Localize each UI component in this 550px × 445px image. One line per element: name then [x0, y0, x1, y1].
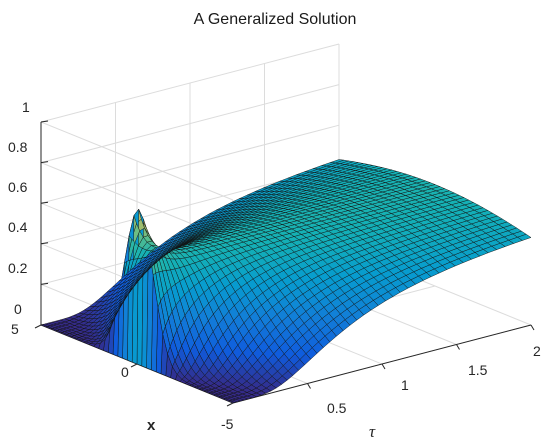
tau-tick-mark — [456, 344, 460, 350]
z-tick-mark — [40, 242, 49, 245]
y-tick-0: 0 — [121, 364, 129, 380]
z-tick-0.8: 0.8 — [8, 139, 28, 155]
x-tick-1.5: 1.5 — [468, 362, 488, 378]
z-tick-0: 0 — [14, 301, 22, 317]
surface-patch — [40, 324, 49, 328]
x-tick-mark — [130, 363, 138, 368]
z-tick-mark — [40, 282, 49, 285]
tau-tick-mark — [381, 363, 386, 370]
z-tick-0.2: 0.2 — [8, 260, 28, 276]
chart-title: A Generalized Solution — [194, 11, 357, 28]
z-tick-0.6: 0.6 — [8, 179, 28, 195]
y-tick-minus5: -5 — [221, 416, 234, 432]
x-tick-mark — [34, 324, 42, 329]
surface-mesh — [40, 159, 532, 404]
y-axis-label: x — [147, 417, 156, 434]
x-tick-1: 1 — [401, 377, 409, 393]
tick-labels: 0 0.2 0.4 0.6 0.8 1 5 0 -5 0.5 1 1.5 2 — [8, 99, 541, 432]
tau-tick-mark — [307, 383, 311, 389]
z-tick-0.4: 0.4 — [8, 219, 28, 235]
y-tick-5: 5 — [11, 321, 19, 337]
z-tick-mark — [40, 120, 49, 123]
x-tick-mark — [226, 402, 234, 407]
x-axis-label: τ — [369, 422, 376, 441]
x-tick-0.5: 0.5 — [327, 400, 347, 416]
z-tick-mark — [40, 161, 49, 164]
z-tick-1: 1 — [22, 99, 30, 115]
x-tick-2: 2 — [533, 343, 541, 359]
z-tick-mark — [40, 201, 49, 204]
tau-tick-mark — [530, 324, 535, 331]
